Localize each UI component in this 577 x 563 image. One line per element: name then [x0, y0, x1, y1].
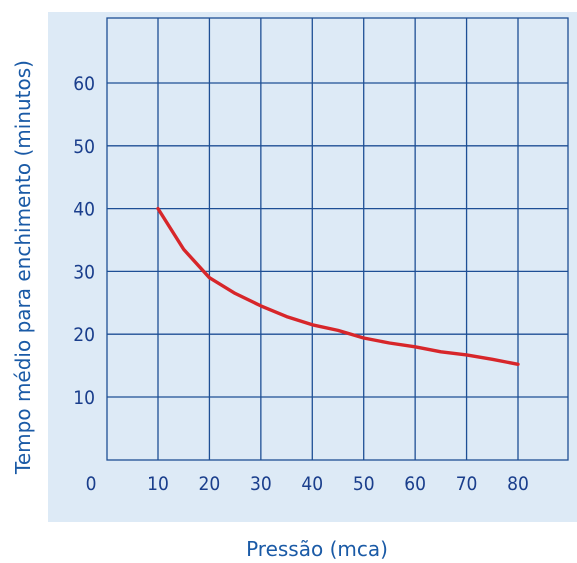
x-tick-label: 60 [404, 473, 426, 495]
y-tick-label: 60 [73, 73, 95, 95]
x-tick-label: 0 [86, 473, 97, 495]
y-tick-label: 10 [73, 387, 95, 409]
x-tick-label: 40 [301, 473, 323, 495]
y-axis-label: Tempo médio para enchimento (minutos) [11, 60, 35, 475]
tick-labels: 0 10 20 30 40 50 60 70 80 10 20 30 40 50 60 [73, 73, 529, 495]
x-tick-label: 80 [507, 473, 529, 495]
x-tick-label: 30 [250, 473, 272, 495]
y-tick-label: 40 [73, 199, 95, 221]
grid-lines [106, 17, 569, 461]
y-tick-label: 50 [73, 136, 95, 158]
x-axis-label: Pressão (mca) [246, 537, 388, 561]
series-line [156, 206, 520, 366]
y-tick-label: 30 [73, 261, 95, 283]
x-tick-label: 20 [199, 473, 221, 495]
x-tick-label: 70 [456, 473, 478, 495]
y-tick-label: 20 [73, 324, 95, 346]
x-tick-label: 10 [147, 473, 169, 495]
x-tick-label: 50 [353, 473, 375, 495]
series-layer [156, 206, 520, 366]
plot-frame [106, 17, 569, 461]
